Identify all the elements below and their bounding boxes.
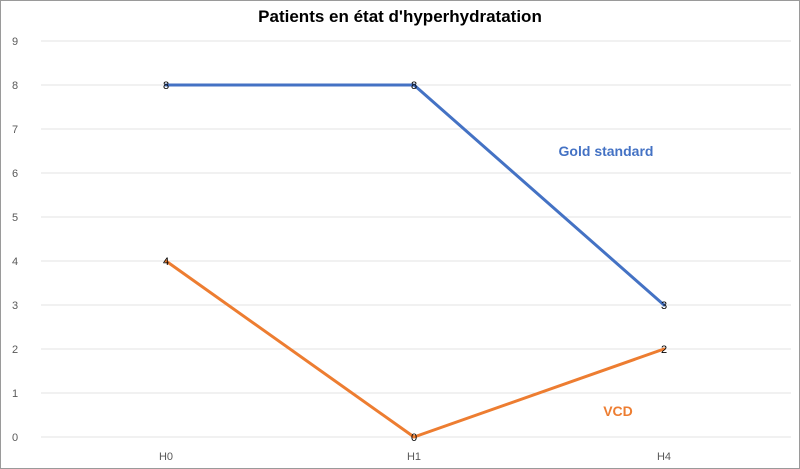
- y-tick-label: 4: [12, 256, 18, 268]
- y-tick-label: 8: [12, 80, 18, 92]
- data-label: 4: [163, 256, 169, 268]
- data-label: 8: [411, 80, 417, 92]
- x-axis-ticks: H0 H1 H4: [159, 451, 671, 463]
- x-tick-label: H1: [407, 451, 421, 463]
- y-tick-label: 7: [12, 124, 18, 136]
- y-tick-label: 6: [12, 168, 18, 180]
- chart-title: Patients en état d'hyperhydratation: [258, 7, 542, 26]
- y-tick-label: 2: [12, 344, 18, 356]
- y-tick-label: 5: [12, 212, 18, 224]
- data-labels: 8 8 3 4 0 2: [163, 80, 667, 444]
- y-tick-label: 0: [12, 432, 18, 444]
- series-lines: [164, 83, 666, 439]
- series-line-1: [164, 259, 666, 439]
- y-tick-label: 9: [12, 36, 18, 48]
- series-label: Gold standard: [559, 143, 654, 159]
- series-line-0: [164, 83, 666, 307]
- y-axis-ticks: 0 1 2 3 4 5 6 7 8 9: [12, 36, 18, 444]
- data-label: 0: [411, 432, 417, 444]
- y-tick-label: 3: [12, 300, 18, 312]
- series-labels: Gold standard VCD: [559, 143, 654, 419]
- data-label: 2: [661, 344, 667, 356]
- data-label: 3: [661, 300, 667, 312]
- y-tick-label: 1: [12, 388, 18, 400]
- x-tick-label: H4: [657, 451, 671, 463]
- gridlines: [41, 40, 791, 438]
- x-tick-label: H0: [159, 451, 173, 463]
- series-label: VCD: [603, 403, 633, 419]
- data-label: 8: [163, 80, 169, 92]
